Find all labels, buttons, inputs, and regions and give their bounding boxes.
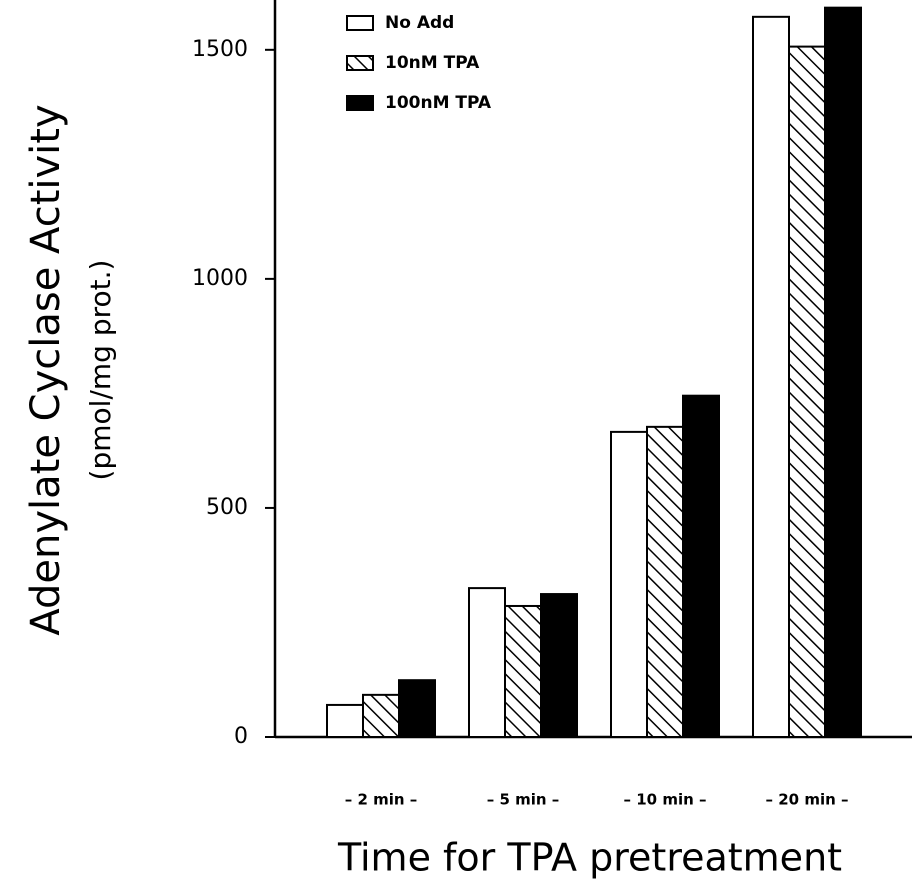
bar — [504, 604, 542, 738]
x-tick-label: – 5 min – — [487, 791, 560, 809]
x-tick-label: – 20 min – — [766, 791, 849, 809]
y-tick-label: 500 — [206, 495, 248, 520]
bar — [824, 6, 862, 739]
y-tick-label: 1500 — [192, 37, 248, 62]
bar — [752, 15, 790, 738]
legend-label: 100nM TPA — [385, 93, 492, 113]
bar — [398, 679, 436, 739]
legend-label: 10nM TPA — [385, 53, 480, 73]
bar — [362, 693, 400, 738]
bar — [326, 703, 364, 739]
legend-label: No Add — [385, 13, 454, 33]
y-axis-title: Adenylate Cyclase Activity — [23, 104, 69, 635]
bar — [540, 593, 578, 738]
x-axis-title: Time for TPA pretreatment — [337, 836, 842, 880]
y-axis-subtitle: (pmol/mg prot.) — [84, 260, 117, 481]
bar — [646, 425, 684, 738]
legend-swatch — [346, 15, 374, 31]
x-tick-label: – 2 min – — [345, 791, 418, 809]
bar — [682, 394, 720, 738]
y-tick-label: 1000 — [192, 266, 248, 291]
bar — [788, 45, 826, 738]
bar — [468, 587, 506, 738]
legend-swatch — [346, 95, 374, 111]
legend-swatch — [346, 55, 374, 71]
y-tick-label: 0 — [234, 724, 248, 749]
bar — [610, 430, 648, 738]
x-tick-label: – 10 min – — [624, 791, 707, 809]
